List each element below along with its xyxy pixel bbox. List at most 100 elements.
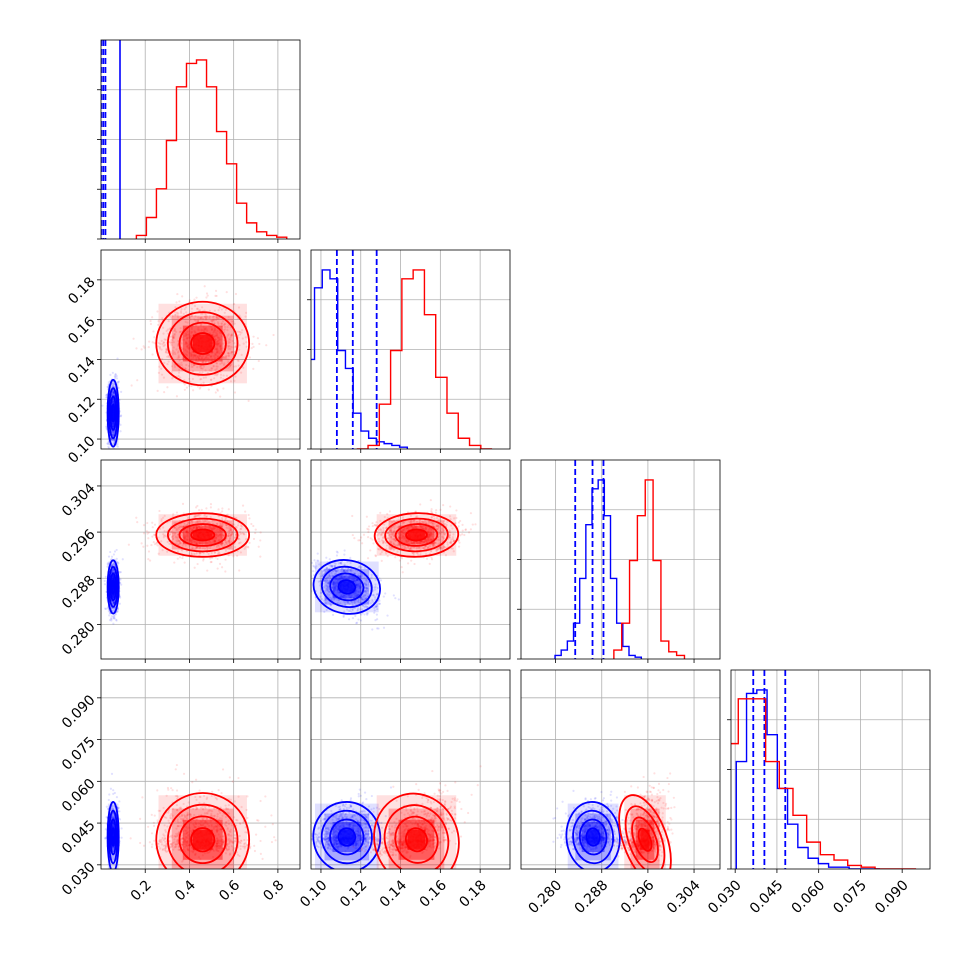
scatter-point <box>173 526 176 529</box>
scatter-point <box>167 319 170 323</box>
scatter-point <box>214 353 217 357</box>
scatter-point <box>117 386 120 390</box>
scatter-point <box>215 361 218 365</box>
scatter-point <box>231 532 234 536</box>
scatter-point <box>215 529 218 532</box>
scatter-point <box>115 374 118 378</box>
scatter-point <box>359 585 362 588</box>
scatter-point <box>215 367 218 370</box>
scatter-point <box>112 601 116 604</box>
scatter-point <box>160 348 163 351</box>
scatter-point <box>336 579 340 582</box>
scatter-point <box>233 536 237 539</box>
scatter-point <box>208 527 211 530</box>
scatter-point <box>171 334 175 338</box>
scatter-point <box>211 367 214 370</box>
scatter-point <box>327 585 330 588</box>
scatter-point <box>189 526 192 529</box>
scatter-point <box>333 561 336 564</box>
scatter-point <box>355 622 358 625</box>
scatter-point <box>189 538 192 541</box>
scatter-point <box>228 539 231 542</box>
scatter-point <box>222 387 225 390</box>
scatter-point <box>214 526 217 530</box>
scatter-point <box>190 355 193 358</box>
scatter-point <box>203 315 207 318</box>
scatter-point <box>196 356 199 359</box>
scatter-point <box>350 575 353 578</box>
scatter-point <box>327 581 331 584</box>
scatter-point <box>207 552 210 555</box>
scatter-point <box>184 535 187 538</box>
scatter-point <box>215 315 218 319</box>
scatter-point <box>112 616 115 619</box>
scatter-point <box>219 343 222 346</box>
scatter-point <box>206 547 209 550</box>
scatter-point <box>335 570 338 573</box>
scatter-point <box>202 359 205 362</box>
scatter-point <box>176 550 180 553</box>
scatter-point <box>339 562 342 565</box>
scatter-point <box>224 570 227 573</box>
scatter-point <box>185 354 189 357</box>
scatter-point <box>365 578 369 581</box>
scatter-point <box>204 328 207 331</box>
scatter-point <box>210 328 213 331</box>
scatter-point <box>112 384 115 388</box>
scatter-point <box>221 524 224 527</box>
scatter-point <box>206 519 209 522</box>
scatter-point <box>210 542 213 545</box>
scatter-point <box>237 537 240 540</box>
scatter-point <box>200 508 203 511</box>
scatter-point <box>374 554 377 557</box>
scatter-point <box>360 566 363 569</box>
scatter-point <box>175 536 178 540</box>
scatter-point <box>153 336 156 339</box>
scatter-point <box>177 312 180 315</box>
scatter-point <box>216 348 219 351</box>
scatter-point <box>111 577 114 580</box>
scatter-point <box>219 538 222 541</box>
scatter-point <box>353 592 356 595</box>
scatter-point <box>363 613 366 616</box>
scatter-point <box>175 301 178 304</box>
scatter-point <box>185 363 188 367</box>
scatter-point <box>342 569 346 572</box>
scatter-point <box>252 335 255 338</box>
scatter-point <box>157 341 160 345</box>
scatter-point <box>362 594 365 597</box>
scatter-point <box>113 601 116 604</box>
scatter-point <box>356 578 359 581</box>
scatter-point <box>212 539 215 542</box>
scatter-point <box>112 602 115 605</box>
scatter-point <box>185 386 189 389</box>
scatter-point <box>354 576 357 580</box>
scatter-point <box>140 542 143 545</box>
scatter-point <box>248 541 251 544</box>
scatter-point <box>188 330 191 333</box>
scatter-point <box>213 358 216 361</box>
scatter-point <box>339 577 342 580</box>
scatter-point <box>333 585 336 588</box>
scatter-point <box>320 598 324 601</box>
scatter-point <box>359 586 362 589</box>
scatter-point <box>186 531 189 534</box>
scatter-point <box>185 337 188 340</box>
scatter-point <box>112 601 115 604</box>
scatter-point <box>216 321 220 324</box>
scatter-point <box>189 318 192 321</box>
scatter-point <box>342 600 346 603</box>
scatter-point <box>168 533 171 536</box>
scatter-point <box>209 540 212 543</box>
scatter-series_a <box>311 549 400 631</box>
scatter-point <box>361 608 364 611</box>
scatter-point <box>323 584 326 588</box>
scatter-point <box>113 617 116 620</box>
scatter-point <box>155 541 158 544</box>
scatter-point <box>159 342 162 345</box>
scatter-point <box>200 377 203 381</box>
scatter-point <box>162 332 165 335</box>
scatter-point <box>224 519 227 522</box>
scatter-point <box>245 311 248 314</box>
scatter-point <box>147 345 150 349</box>
